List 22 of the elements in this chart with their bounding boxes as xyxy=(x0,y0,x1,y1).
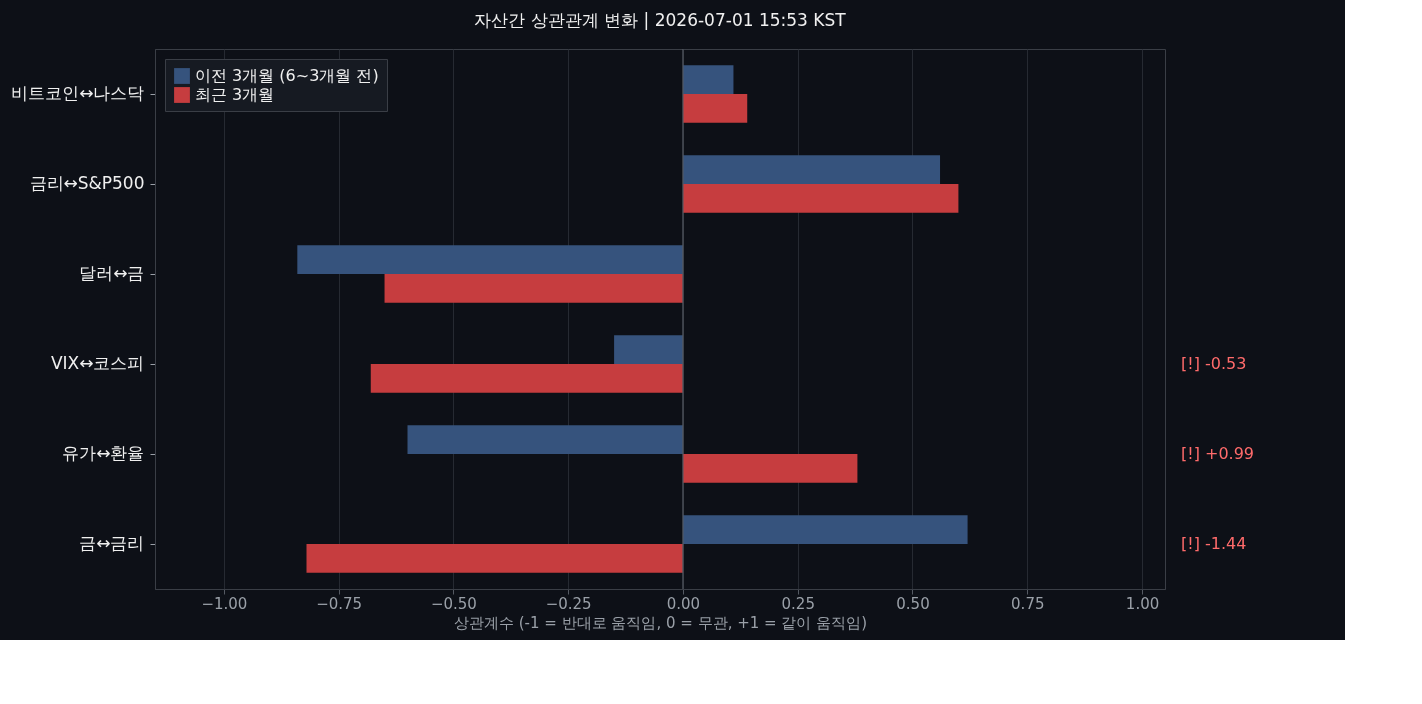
y-tick-label: 달러↔금 xyxy=(79,263,145,283)
text: [!] -1.44 xyxy=(1181,534,1247,553)
x-tick-label: 0.50 xyxy=(896,594,930,613)
x-tick-label: 0.25 xyxy=(781,594,815,613)
x-tick-label: −0.75 xyxy=(316,594,363,613)
chart-title: 자산간 상관관계 변화 | 2026-07-01 15:53 KST xyxy=(474,10,847,31)
y-tick-label: VIX↔코스피 xyxy=(50,353,145,373)
y-tick-label: 금리↔S&P500 xyxy=(29,173,145,193)
x-axis-title: 상관계수 (-1 = 반대로 움직임, 0 = 무관, +1 = 같이 움직임) xyxy=(453,613,868,632)
x-tick-label: 0.75 xyxy=(1011,594,1045,613)
text: [!] -0.53 xyxy=(1181,354,1247,373)
x-tick-label: −0.50 xyxy=(430,594,477,613)
legend-label: 이전 3개월 (6~3개월 전) xyxy=(195,66,379,85)
y-tick-label: 비트코인↔나스닥 xyxy=(11,83,145,103)
x-tick-label: 1.00 xyxy=(1125,594,1160,613)
y-tick-label: 금↔금리 xyxy=(79,533,145,553)
legend-label: 최근 3개월 xyxy=(195,85,275,104)
y-tick-label: 유가↔환율 xyxy=(62,443,145,463)
text: [!] +0.99 xyxy=(1181,444,1255,463)
x-tick-label: −0.25 xyxy=(545,594,592,613)
x-tick-label: −1.00 xyxy=(201,594,248,613)
x-tick-label: 0.00 xyxy=(666,594,701,613)
